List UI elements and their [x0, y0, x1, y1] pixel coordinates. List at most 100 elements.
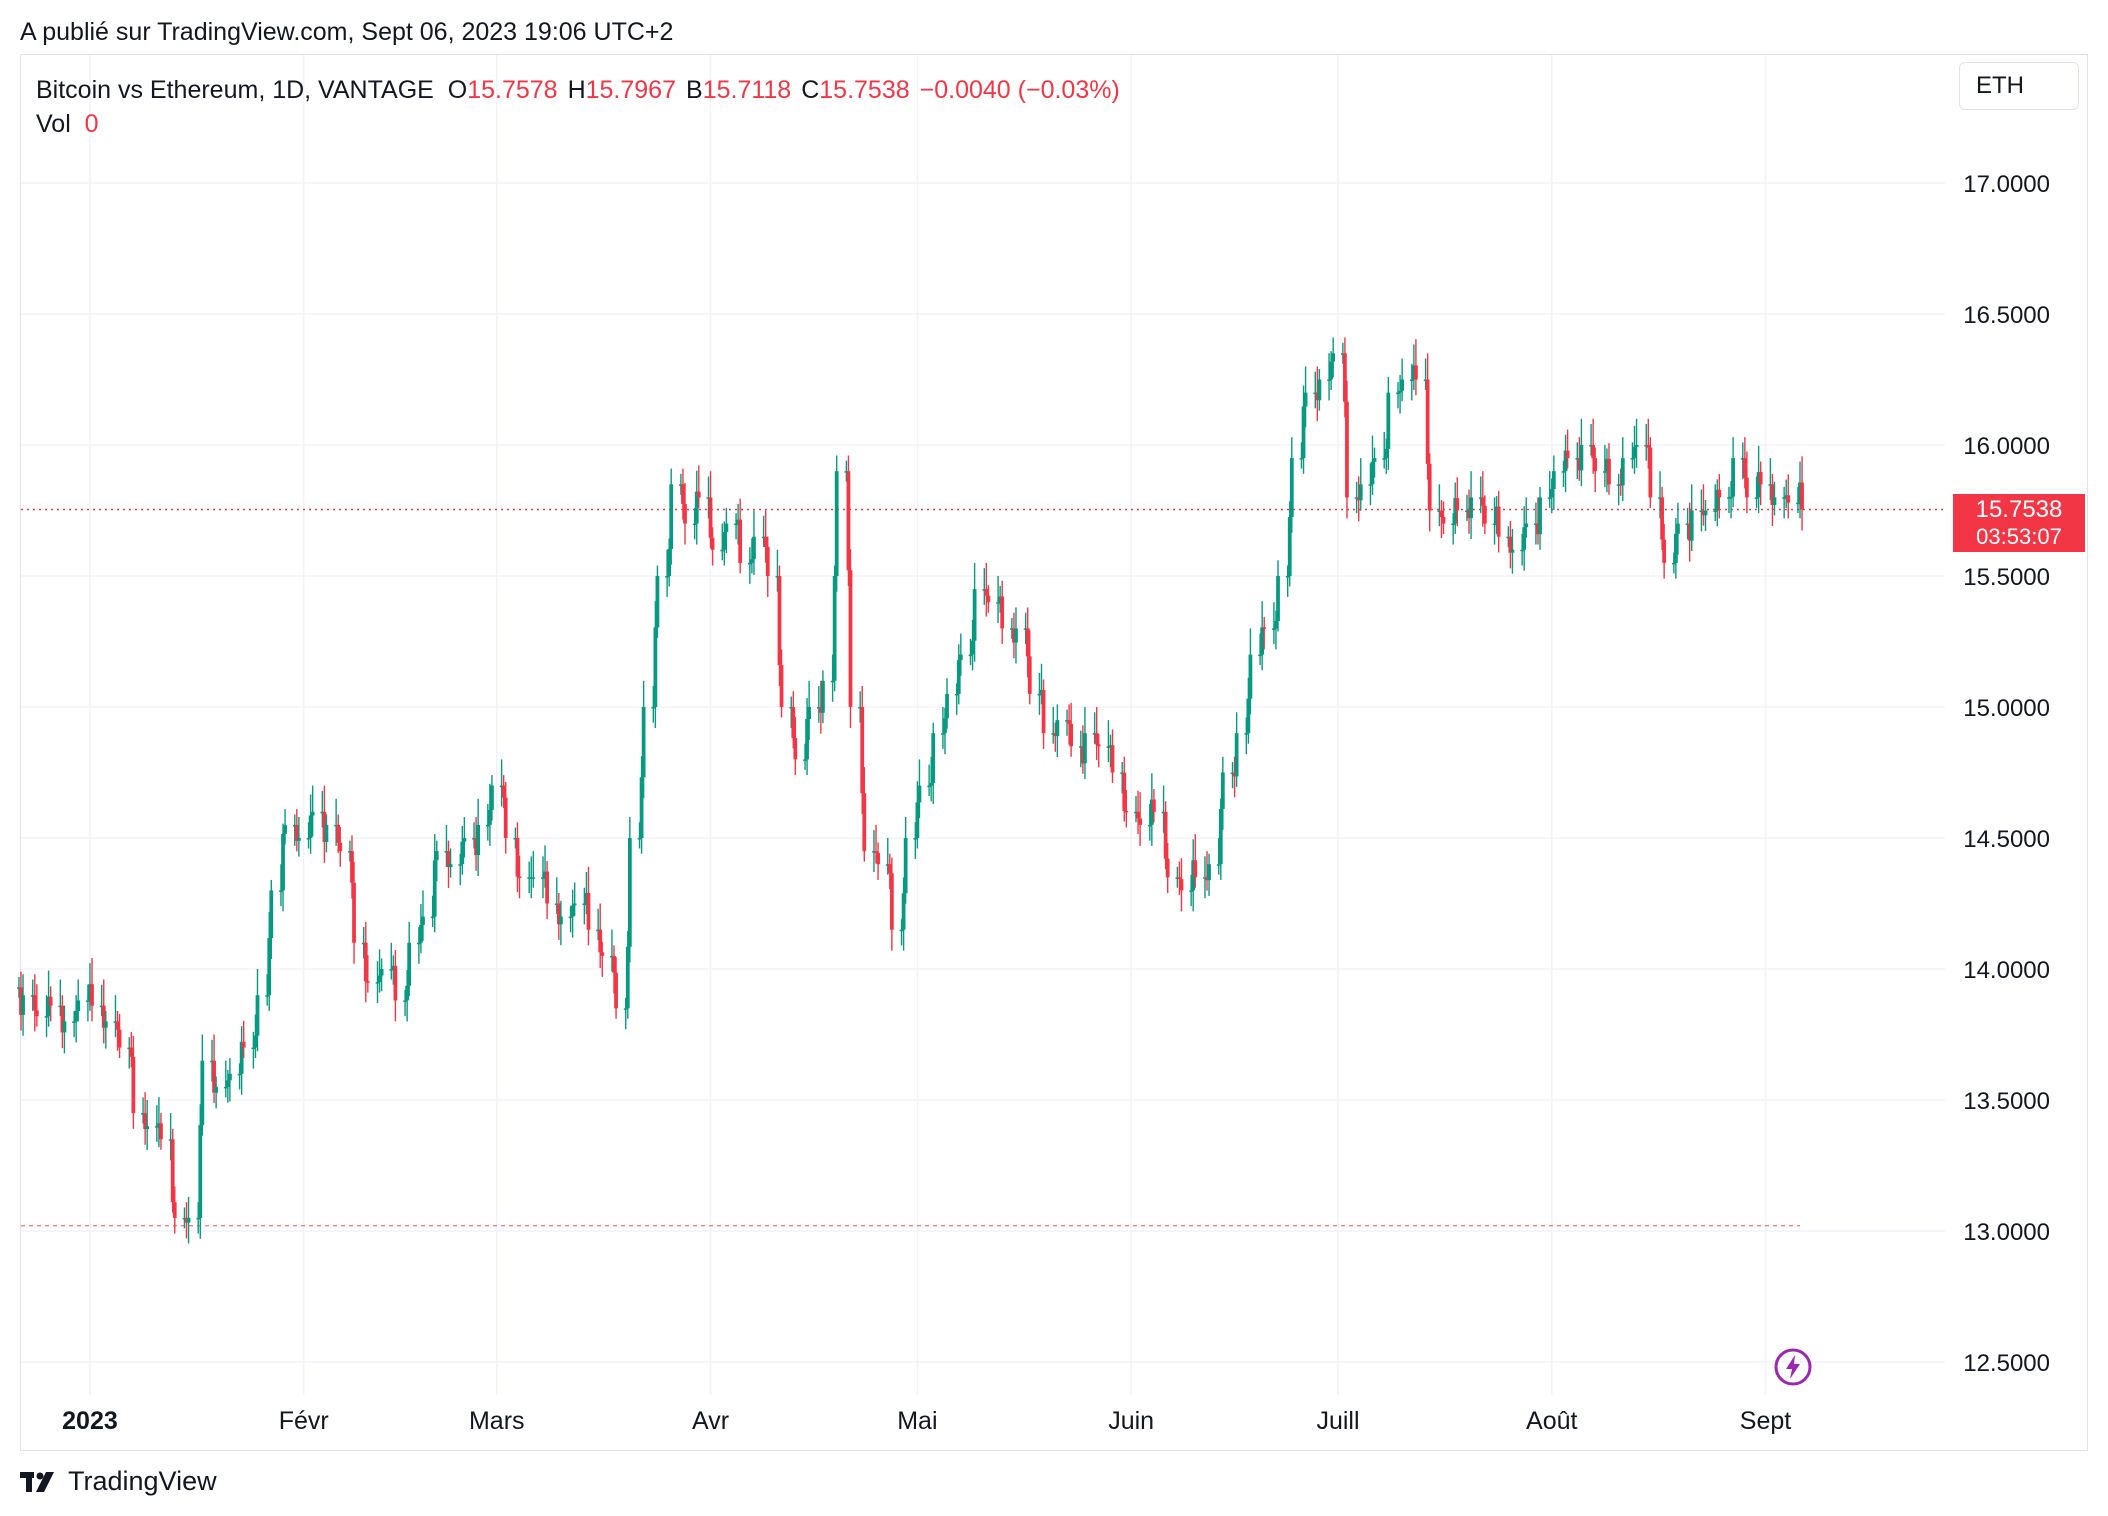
candle-body [943, 718, 947, 734]
candle-body [1274, 621, 1278, 629]
candle-body [1248, 654, 1253, 699]
candle-body [1589, 445, 1593, 447]
candle-body [996, 602, 1000, 604]
candle-body [1065, 720, 1069, 722]
candle-body [862, 793, 867, 852]
candle-body [1108, 745, 1113, 747]
candle-body [1368, 484, 1373, 486]
candle-body [844, 471, 849, 473]
candle-body [430, 916, 435, 919]
candle-body [1453, 498, 1458, 524]
candle-body [444, 851, 449, 853]
candle-body [58, 1005, 63, 1008]
candle-body [1754, 497, 1759, 499]
candle-body [1299, 458, 1304, 460]
candle-body [403, 1000, 407, 1002]
candle-body [1165, 858, 1170, 878]
candle-body [1605, 458, 1609, 472]
tradingview-logo-icon[interactable] [20, 1470, 60, 1494]
candle-body [1658, 497, 1662, 499]
candle-body [954, 693, 959, 696]
candle-body [1106, 746, 1111, 748]
candle-body [499, 785, 504, 788]
candle-body [1800, 482, 1804, 510]
candle-body [103, 1021, 108, 1028]
candle-body [1451, 523, 1456, 526]
candle-body [1152, 799, 1156, 812]
high-label: H [567, 76, 586, 104]
x-tick-label: Août [1526, 1407, 1577, 1435]
candle-body [903, 838, 908, 894]
candle-body [308, 815, 313, 838]
candle-body [352, 882, 356, 943]
candle-body [1644, 445, 1649, 447]
chart-frame[interactable] [20, 54, 2088, 1451]
lightning-icon[interactable] [1773, 1347, 1813, 1387]
footer-brand[interactable]: TradingView [68, 1466, 217, 1496]
candle-body [170, 1139, 175, 1203]
candle-body [584, 893, 589, 904]
candle-body [803, 759, 807, 761]
candle-body [154, 1126, 159, 1128]
candle-body [99, 1005, 104, 1008]
candle-body [653, 627, 658, 707]
candle-body [600, 952, 605, 956]
candle-body [637, 838, 642, 840]
candle-body [474, 838, 478, 856]
candle-body [1579, 445, 1584, 471]
candle-body [168, 1139, 173, 1141]
candle-body [1768, 484, 1773, 486]
candle-body [623, 1008, 628, 1010]
candle-body [157, 1123, 161, 1127]
candle-body [501, 785, 506, 798]
candle-body [1482, 505, 1487, 524]
candle-body [1343, 353, 1347, 402]
candle-body [1396, 392, 1400, 395]
candle-body [1147, 824, 1152, 827]
candle-body [1524, 523, 1529, 528]
candle-body [968, 654, 973, 657]
candle-body [283, 824, 287, 835]
candle-body [1455, 498, 1460, 511]
candle-body [1193, 860, 1198, 878]
candle-body [21, 995, 25, 1015]
candle-body [941, 733, 945, 735]
candle-body [998, 596, 1003, 603]
candle-body [460, 841, 465, 865]
x-tick-label: Juill [1316, 1407, 1359, 1435]
x-tick-label: Mai [897, 1407, 937, 1435]
symbol-title[interactable]: Bitcoin vs Ethereum, 1D, VANTAGE [36, 76, 434, 104]
candle-body [32, 995, 37, 1011]
candle-body [1427, 463, 1432, 511]
symbol-button[interactable]: ETH [1959, 62, 2079, 110]
candle-body [1565, 450, 1570, 459]
y-tick-label: 14.0000 [1963, 957, 2050, 984]
candle-body [44, 1016, 49, 1018]
candle-body [1149, 799, 1154, 825]
low-label: B [686, 76, 703, 104]
candle-body [1685, 523, 1690, 526]
candle-body [416, 942, 421, 945]
candle-body [1467, 510, 1471, 519]
candle-body [336, 824, 341, 843]
candle-body [19, 987, 23, 1015]
candle-body [982, 589, 987, 591]
candle-body [1618, 484, 1623, 486]
candle-body [1717, 489, 1722, 498]
candle-body [1189, 890, 1194, 892]
candle-body [931, 733, 936, 783]
candle-body [1000, 596, 1005, 629]
candle-body [1731, 458, 1735, 497]
candle-body [515, 838, 520, 877]
candle-body [141, 1113, 145, 1115]
candle-body [393, 965, 398, 1001]
candle-body [46, 996, 51, 1017]
candle-body [724, 523, 729, 532]
candle-body [115, 1021, 120, 1030]
candle-body [1067, 720, 1071, 724]
candle-body [1715, 489, 1720, 511]
candle-body [915, 802, 920, 838]
candle-body [679, 484, 683, 486]
candle-body [1317, 379, 1322, 401]
